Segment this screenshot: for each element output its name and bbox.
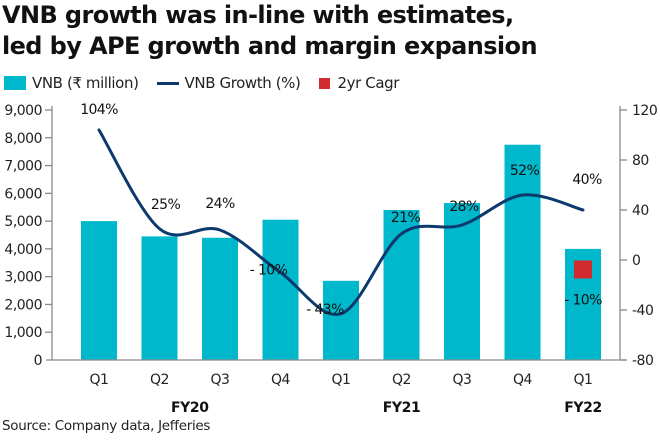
x-group-label-2: FY22 xyxy=(564,400,602,416)
growth-line-layer xyxy=(97,128,585,317)
x-tick-label-8: Q1 xyxy=(574,372,593,388)
x-tick-label-1: Q2 xyxy=(150,372,169,388)
legend-item-cagr: 2yr Cagr xyxy=(318,74,400,92)
axes-layer: 0 1,000 2,000 3,000 4,000 5,000 6,000 7,000 8,00… xyxy=(4,103,657,416)
cagr-label-0: - 10% xyxy=(564,293,602,309)
chart-title-line-1: VNB growth was in-line with estimates, xyxy=(2,1,514,29)
growth-label-3: - 10% xyxy=(250,263,288,279)
bar-6 xyxy=(444,203,480,360)
cagr-marker-0 xyxy=(574,260,592,279)
left-tick-label-4: 4,000 xyxy=(4,242,42,258)
growth-label-6: 28% xyxy=(449,199,479,215)
bar-1 xyxy=(141,236,178,360)
right-tick-label-2: 0 xyxy=(632,253,640,269)
x-tick-label-6: Q3 xyxy=(453,372,472,388)
legend: VNB (₹ million) VNB Growth (%) 2yr Cagr xyxy=(4,72,417,94)
right-tick-label-3: 40 xyxy=(632,203,649,219)
bar-3 xyxy=(262,219,299,360)
legend-swatch-line xyxy=(156,81,179,85)
bar-2 xyxy=(202,237,238,360)
left-tick-label-1: 1,000 xyxy=(4,325,42,341)
x-tick-label-3: Q4 xyxy=(271,372,291,388)
growth-line xyxy=(97,128,585,317)
source-note: Source: Company data, Jefferies xyxy=(2,418,211,434)
growth-label-0: 104% xyxy=(80,102,118,118)
legend-swatch-bar xyxy=(4,76,26,90)
left-tick-label-2: 2,000 xyxy=(4,297,42,313)
legend-label-vnb: VNB (₹ million) xyxy=(32,74,139,92)
left-tick-label-0: 0 xyxy=(34,353,42,369)
bar-7 xyxy=(504,144,541,360)
growth-label-2: 24% xyxy=(205,196,235,212)
right-tick-label-0: -80 xyxy=(632,353,653,369)
growth-label-5: 21% xyxy=(391,210,421,226)
x-tick-label-0: Q1 xyxy=(90,372,109,388)
growth-label-7: 52% xyxy=(510,163,540,179)
growth-label-4: - 43% xyxy=(306,302,344,318)
right-tick-label-4: 80 xyxy=(632,153,649,169)
left-tick-label-7: 7,000 xyxy=(4,159,42,175)
x-group-label-1: FY21 xyxy=(383,400,421,416)
left-tick-label-3: 3,000 xyxy=(4,270,42,286)
bar-0 xyxy=(81,221,117,360)
legend-label-cagr: 2yr Cagr xyxy=(337,74,400,92)
x-group-label-0: FY20 xyxy=(171,400,209,416)
growth-label-1: 25% xyxy=(151,197,181,213)
right-tick-label-1: -40 xyxy=(632,303,653,319)
left-tick-label-6: 6,000 xyxy=(4,186,42,202)
legend-label-growth: VNB Growth (%) xyxy=(184,74,301,92)
left-tick-label-9: 9,000 xyxy=(4,103,42,119)
chart-title: VNB growth was in-line with estimates, l… xyxy=(2,0,538,62)
x-tick-label-7: Q4 xyxy=(513,372,533,388)
legend-swatch-marker xyxy=(318,77,330,89)
growth-label-8: 40% xyxy=(572,172,602,188)
chart-title-line-2: led by APE growth and margin expansion xyxy=(2,32,538,60)
left-tick-label-8: 8,000 xyxy=(4,131,42,147)
bar-4 xyxy=(323,280,359,360)
x-tick-label-4: Q1 xyxy=(332,372,351,388)
x-tick-label-2: Q3 xyxy=(211,372,230,388)
right-tick-label-5: 120 xyxy=(632,103,657,119)
legend-item-growth: VNB Growth (%) xyxy=(156,74,301,92)
labels-layer: 104% 25% 24% - 10% - 43% 21% 28% 52% 40% - 10% xyxy=(80,102,603,318)
legend-item-vnb: VNB (₹ million) xyxy=(4,74,139,92)
left-tick-label-5: 5,000 xyxy=(4,214,42,230)
x-tick-label-5: Q2 xyxy=(392,372,411,388)
bars-layer xyxy=(81,144,601,360)
